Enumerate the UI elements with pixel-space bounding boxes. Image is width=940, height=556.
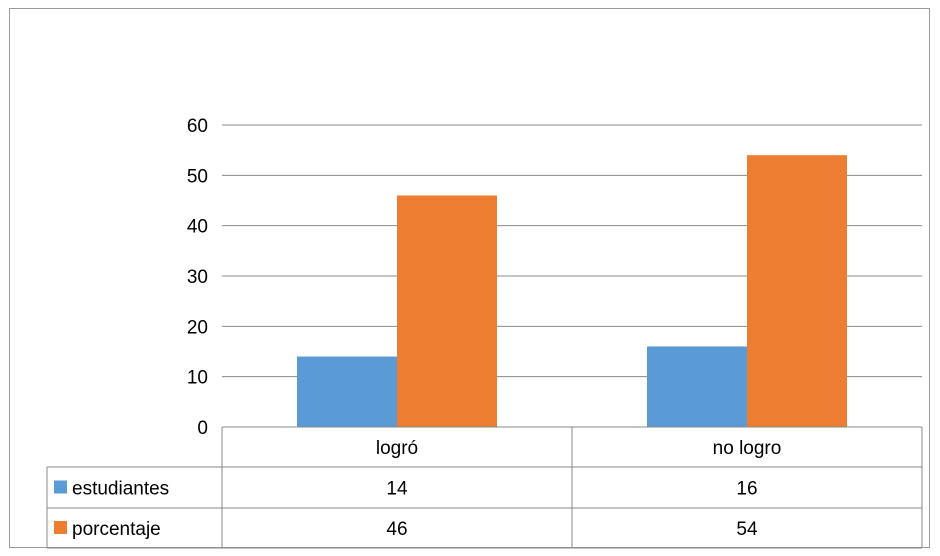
data-label: 16 <box>736 479 757 500</box>
bar <box>297 356 397 427</box>
legend-label: estudiantes <box>72 479 169 500</box>
y-tick-label: 40 <box>187 217 208 238</box>
data-label: 14 <box>386 479 408 500</box>
legend-label: porcentaje <box>72 519 161 540</box>
legend-swatch <box>54 480 67 494</box>
bars <box>297 155 847 427</box>
y-tick-label: 0 <box>197 418 208 439</box>
data-table: logró no logro estudiantes 14 16 porcentaje 46… <box>46 426 923 549</box>
y-axis-ticks: 0 10 20 30 40 50 60 <box>187 116 208 439</box>
y-tick-label: 30 <box>187 267 208 288</box>
y-tick-label: 10 <box>187 368 208 389</box>
bar <box>397 195 497 427</box>
y-tick-label: 50 <box>187 166 208 187</box>
legend-swatch <box>54 521 67 534</box>
data-label: 46 <box>386 519 407 540</box>
bar <box>647 346 747 427</box>
y-tick-label: 60 <box>187 116 208 137</box>
category-label: no logro <box>713 438 782 459</box>
y-tick-label: 20 <box>187 317 208 338</box>
data-label: 54 <box>736 519 758 540</box>
bar <box>747 155 847 427</box>
category-label: logró <box>376 438 418 459</box>
